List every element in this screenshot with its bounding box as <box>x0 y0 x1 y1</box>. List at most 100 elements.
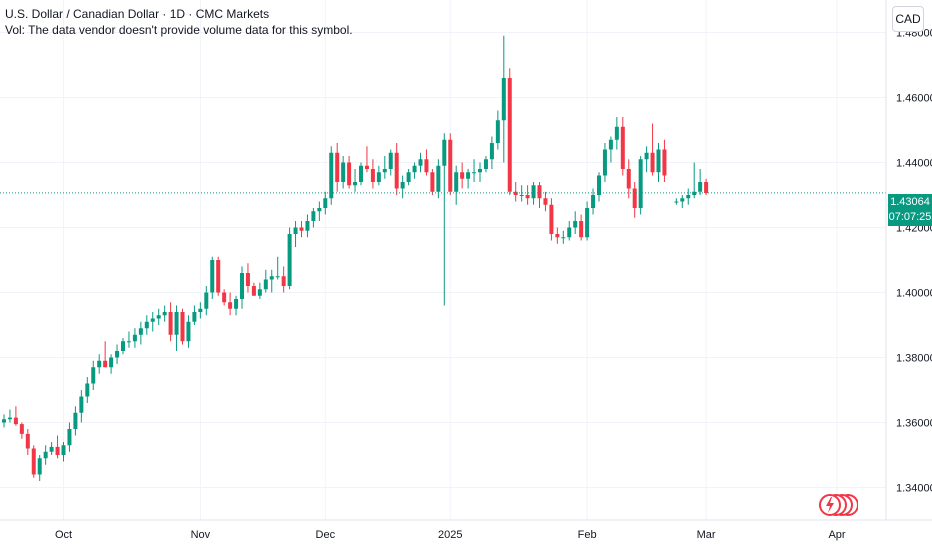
tradingview-lightning-icon[interactable] <box>818 492 858 518</box>
price-tick-label: 1.34000 <box>896 483 932 495</box>
candle <box>19 422 24 439</box>
candle-body <box>323 198 328 208</box>
candle-body <box>73 412 78 429</box>
candle <box>341 156 346 189</box>
candle-body <box>37 458 42 475</box>
price-tick-label: 1.36000 <box>896 418 932 430</box>
candle <box>323 191 328 215</box>
candle <box>614 117 619 150</box>
candle <box>430 169 435 195</box>
candle-body <box>234 299 239 309</box>
candle <box>412 162 417 179</box>
candle-body <box>692 191 697 195</box>
candle-body <box>79 396 84 413</box>
candle <box>472 159 477 182</box>
candle <box>61 442 66 462</box>
candle <box>674 198 679 205</box>
time-axis[interactable]: Oct Nov Dec 2025 Feb Mar Apr <box>55 529 846 541</box>
price-axis[interactable]: 1.340001.360001.380001.400001.420001.440… <box>896 28 932 495</box>
candle-body <box>204 292 209 309</box>
candle <box>543 191 548 212</box>
candle <box>394 143 399 195</box>
candle-body <box>293 227 298 234</box>
candle <box>597 172 601 202</box>
candle-body <box>228 302 233 309</box>
candle <box>347 156 352 189</box>
candle <box>478 162 482 182</box>
candle <box>275 256 280 280</box>
candle <box>281 266 286 293</box>
candle <box>204 286 209 316</box>
candle-body <box>347 162 352 186</box>
candle <box>67 422 72 452</box>
candle-body <box>513 191 518 195</box>
candle-body <box>602 149 607 176</box>
candle-body <box>370 169 375 182</box>
candle <box>501 35 506 163</box>
candle <box>662 139 667 182</box>
candle-body <box>483 159 488 169</box>
candle <box>466 169 471 189</box>
symbol-title[interactable]: U.S. Dollar / Canadian Dollar · 1D · CMC… <box>5 7 270 21</box>
candle-body <box>109 357 114 368</box>
time-tick-label: Nov <box>191 529 211 541</box>
candle-body <box>222 292 227 303</box>
currency-button[interactable]: CAD <box>892 6 924 32</box>
candle <box>150 312 155 332</box>
candle-body <box>680 198 685 202</box>
candle <box>608 136 613 163</box>
candle <box>698 169 703 195</box>
candle-body <box>216 260 221 293</box>
candle-body <box>305 221 310 231</box>
candle-body <box>317 208 322 212</box>
candle <box>192 305 197 325</box>
candle-body <box>275 276 280 278</box>
candle <box>364 146 369 173</box>
candle-body <box>198 308 203 312</box>
candle-body <box>91 367 96 384</box>
candle <box>240 266 244 309</box>
candle <box>269 269 274 293</box>
candle-body <box>329 152 334 199</box>
candle <box>579 214 584 241</box>
candle <box>448 133 453 195</box>
candle <box>251 282 256 296</box>
candle-body <box>549 204 554 234</box>
candle <box>43 445 48 465</box>
candle-body <box>704 182 709 194</box>
last-price-badge: 1.43064 07:07:25 <box>888 194 932 226</box>
time-tick-label: Apr <box>828 529 845 541</box>
candle <box>121 338 125 355</box>
candle <box>138 321 143 345</box>
candle <box>245 263 250 293</box>
candle <box>103 341 108 368</box>
candle <box>650 123 655 176</box>
candle-body <box>608 139 613 150</box>
candle-body <box>156 315 161 319</box>
candle-body <box>614 126 619 140</box>
candle-body <box>2 419 6 423</box>
candle-body <box>626 169 631 189</box>
candle <box>495 110 500 150</box>
candle-body <box>573 221 578 228</box>
candle-body <box>478 169 482 173</box>
candle <box>210 256 215 299</box>
candle-body <box>61 445 66 455</box>
candle-body <box>674 201 679 203</box>
candle-body <box>103 360 108 368</box>
volume-note: Vol: The data vendor doesn't provide vol… <box>5 23 353 37</box>
candle <box>460 162 465 189</box>
candle-body <box>454 172 459 192</box>
candle-body <box>418 159 423 166</box>
candle-body <box>263 279 268 290</box>
candle <box>97 354 102 374</box>
candle-body <box>257 289 262 296</box>
candle-body <box>632 188 637 208</box>
candle-body <box>25 433 30 449</box>
candle-body <box>353 182 358 186</box>
candle <box>234 295 239 316</box>
candle-body <box>364 165 369 169</box>
candle <box>299 221 304 238</box>
candle-body <box>489 143 494 160</box>
